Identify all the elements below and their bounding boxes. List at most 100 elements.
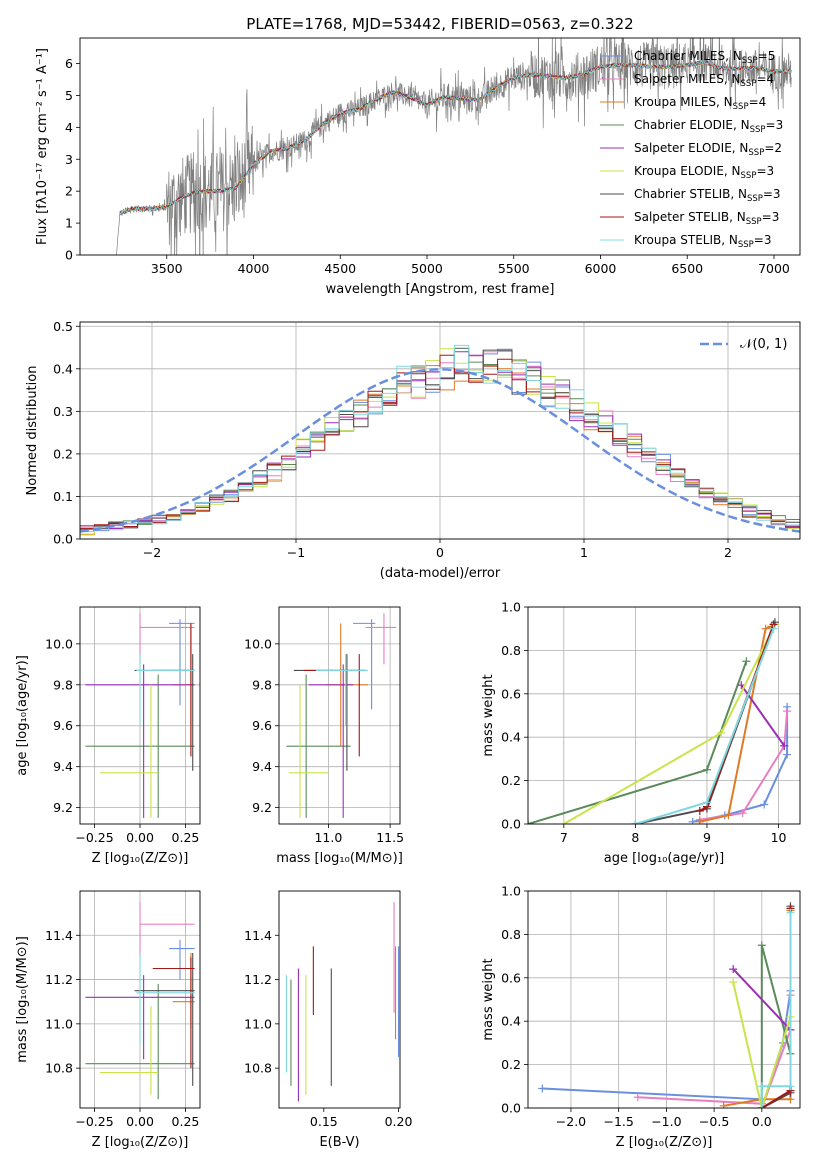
y-tick-label: 2: [65, 184, 73, 199]
figure-title: PLATE=1768, MJD=53442, FIBERID=0563, z=0…: [246, 15, 633, 33]
x-axis-label: Z [log₁₀(Z/Z⊙)]: [92, 851, 189, 866]
x-tick-label: −1.0: [651, 1114, 681, 1129]
weight-point-kroupa-miles: [719, 1101, 728, 1108]
x-tick-label: 9: [703, 830, 711, 845]
x-tick-label: 8: [631, 830, 639, 845]
x-tick-label: −0.25: [75, 1114, 113, 1129]
y-tick-label: 0.1: [53, 489, 73, 504]
x-axis-label: E(B-V): [319, 1135, 359, 1150]
axes-age-vs-Z: −0.25 0.00 0.25 9.2 9.4 9.6 9.8 10.0 Z [log₁₀(Z/…: [15, 606, 201, 866]
x-tick-label: 0: [436, 545, 444, 560]
y-axis-label: mass weight: [481, 958, 496, 1040]
x-tick-label: −2.0: [556, 1114, 586, 1129]
x-axis-label: mass [log₁₀(M/M⊙)]: [276, 851, 403, 866]
x-tick-label: −0.5: [699, 1114, 729, 1129]
legend-label: Chabrier ELODIE, NSSP=3: [634, 118, 783, 135]
x-tick-label: 0.20: [385, 1114, 413, 1129]
axes-weight-vs-age: 7 8 9 10 0.0 0.2 0.4 0.6 0.8 1.0 age [log₁₀(age/yr…: [481, 600, 801, 866]
y-tick-label: 9.2: [53, 800, 73, 815]
weight-line-salpeter-miles: [699, 711, 789, 821]
marks-spectrum: [114, 38, 792, 255]
y-tick-label: 9.8: [53, 677, 73, 692]
plot-frame: [527, 606, 801, 825]
grid-age-vs-mass: [279, 607, 400, 824]
plot-area: 3500 4000 4500 5000 5500 6000 6500 7000 0 1 2 3 4 5 6 w…: [15, 37, 801, 1150]
weight-line-kroupa-stelib: [760, 912, 792, 1108]
weight-point-kroupa-stelib: [631, 820, 640, 824]
x-axis-label: Z [log₁₀(Z/Z⊙)]: [616, 1135, 713, 1150]
weight-line-kroupa-elodie: [732, 981, 792, 1108]
weight-point-kroupa-stelib: [769, 624, 778, 633]
y-tick-label: 1.0: [501, 884, 521, 899]
y-tick-label: 0.3: [53, 404, 73, 419]
marks-residuals: [80, 344, 800, 539]
grid-weight-vs-age: [528, 606, 800, 825]
legend-label: Salpeter STELIB, NSSP=3: [634, 210, 779, 227]
y-tick-label: 0: [65, 248, 73, 263]
weight-point-chabrier-elodie: [757, 941, 766, 950]
model-line-kroupa-stelib: [119, 59, 792, 216]
x-tick-label: 5500: [498, 261, 530, 276]
weight-point-chabrier-miles: [538, 1084, 547, 1093]
plot-frame: [527, 890, 801, 1109]
weight-point-kroupa-stelib: [702, 798, 711, 807]
plot-frame: [79, 321, 801, 540]
y-tick-label: 9.6: [252, 718, 272, 733]
weight-point-chabrier-miles: [783, 750, 792, 759]
y-tick-label: 9.8: [252, 677, 272, 692]
x-tick-label: 0.25: [172, 830, 200, 845]
axes-mass-vs-Z: −0.25 0.00 0.25 10.8 11.0 11.2 11.4 Z [log₁₀(Z/…: [15, 890, 201, 1150]
x-tick-label: −1.5: [603, 1114, 633, 1129]
weight-point-kroupa-elodie: [729, 978, 738, 987]
y-tick-label: 0.4: [53, 361, 73, 376]
y-tick-label: 0.8: [501, 643, 521, 658]
y-axis-label: Normed distribution: [25, 366, 40, 496]
legend-label: Kroupa STELIB, NSSP=3: [634, 233, 772, 250]
weight-line-chabrier-stelib: [761, 906, 792, 1108]
marks-mass-vs-ebv: [285, 902, 400, 1102]
x-tick-label: 4500: [324, 261, 356, 276]
weight-line-salpeter-stelib: [761, 908, 792, 1108]
plot-frame: [278, 890, 401, 1109]
y-tick-label: 0.5: [53, 319, 73, 334]
y-tick-label: 0.0: [501, 817, 521, 832]
spectrum-legend: Chabrier MILES, NSSP=5 Salpeter MILES, NS…: [600, 49, 783, 250]
x-axis-label: Z [log₁₀(Z/Z⊙)]: [92, 1135, 189, 1150]
y-tick-label: 5: [65, 88, 73, 103]
weight-point-salpeter-miles: [633, 1093, 642, 1102]
weight-point-kroupa-stelib: [757, 1104, 766, 1108]
x-axis-label: (data-model)/error: [380, 566, 501, 581]
plot-frame: [278, 606, 401, 825]
x-tick-label: 4000: [238, 261, 270, 276]
weight-point-salpeter-miles: [783, 707, 792, 716]
x-tick-label: 5000: [411, 261, 443, 276]
observed-spectrum-line: [114, 38, 792, 255]
axes-spectrum: 3500 4000 4500 5000 5500 6000 6500 7000 0 1 2 3 4 5 6 w…: [35, 37, 801, 297]
y-tick-label: 0.8: [501, 927, 521, 942]
y-tick-label: 10.0: [45, 636, 73, 651]
y-tick-label: 0.2: [501, 1057, 521, 1072]
y-tick-label: 9.6: [53, 718, 73, 733]
normal-distribution-curve: [80, 368, 800, 533]
x-tick-label: 0.15: [310, 1114, 338, 1129]
residual-legend: 𝒩(0, 1): [700, 337, 787, 352]
legend-label: Kroupa MILES, NSSP=4: [634, 95, 766, 112]
x-tick-label: −2: [143, 545, 161, 560]
x-tick-label: 7: [560, 830, 568, 845]
weight-point-chabrier-stelib: [770, 618, 779, 627]
y-tick-label: 6: [65, 56, 73, 71]
plot-frame: [79, 606, 201, 825]
grid-weight-vs-Z: [528, 890, 800, 1109]
marks-mass-vs-Z: [85, 902, 195, 1100]
weight-point-kroupa-stelib: [786, 908, 795, 917]
x-tick-label: −1: [287, 545, 305, 560]
weight-point-chabrier-miles: [688, 817, 697, 824]
weight-point-kroupa-miles: [761, 624, 770, 633]
weight-line-kroupa-stelib: [635, 628, 775, 824]
y-axis-label: age [log₁₀(age/yr)]: [15, 655, 30, 776]
axes-mass-vs-ebv: 0.15 0.20 10.8 11.0 11.2 11.4 E(B-V): [244, 890, 413, 1150]
y-tick-label: 11.4: [45, 928, 73, 943]
weight-point-kroupa-stelib: [757, 1082, 766, 1091]
y-tick-label: 10.8: [45, 1061, 73, 1076]
